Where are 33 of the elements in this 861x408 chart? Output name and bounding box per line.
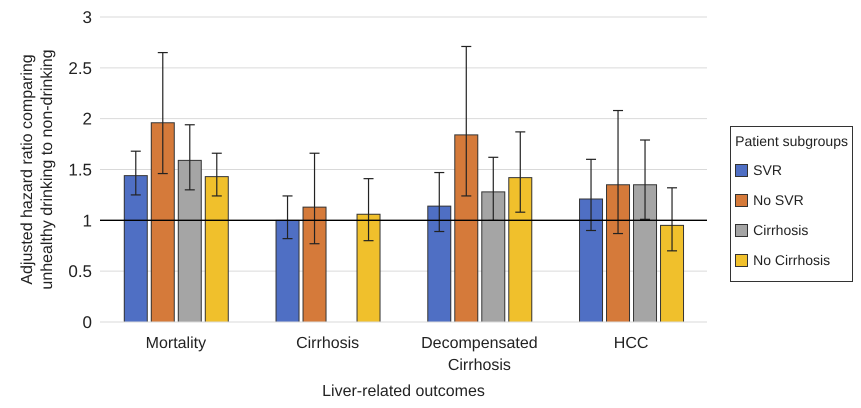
x-tick-label: Mortality <box>146 335 206 352</box>
bar <box>606 184 630 322</box>
y-tick-label: 2.5 <box>68 58 92 78</box>
bar <box>579 198 604 322</box>
legend-label: SVR <box>753 162 782 178</box>
legend-label: No Cirrhosis <box>753 252 830 268</box>
bar <box>633 184 658 322</box>
y-tick-label: 2 <box>82 110 92 129</box>
y-tick-label: 1.5 <box>68 160 92 180</box>
x-axis-title: Liver-related outcomes <box>322 383 485 400</box>
y-tick-label: 1 <box>82 211 92 230</box>
legend-label: No SVR <box>753 192 804 208</box>
legend-label: Cirrhosis <box>753 222 808 238</box>
bar <box>204 176 229 322</box>
bar <box>508 177 532 322</box>
bar <box>660 224 684 322</box>
bar <box>481 191 506 322</box>
bar <box>454 134 478 322</box>
bar <box>356 214 381 322</box>
y-axis-title: Adjusted hazard ratio comparing unhealthy drinking to non-drinking <box>19 49 56 290</box>
bar <box>427 206 452 322</box>
bar <box>178 160 202 322</box>
bar <box>302 206 327 322</box>
y-tick-label: 3 <box>82 8 92 28</box>
legend-title: Patient subgroups <box>735 133 848 149</box>
x-tick-label: HCC <box>614 335 648 352</box>
x-tick-label: Decompensated Cirrhosis <box>421 335 538 374</box>
y-tick-label: 0.5 <box>68 262 92 282</box>
y-tick-label: 0 <box>82 313 92 332</box>
bar <box>276 220 300 322</box>
bar <box>150 122 175 322</box>
x-tick-label: Cirrhosis <box>296 335 360 352</box>
bar <box>124 175 148 322</box>
